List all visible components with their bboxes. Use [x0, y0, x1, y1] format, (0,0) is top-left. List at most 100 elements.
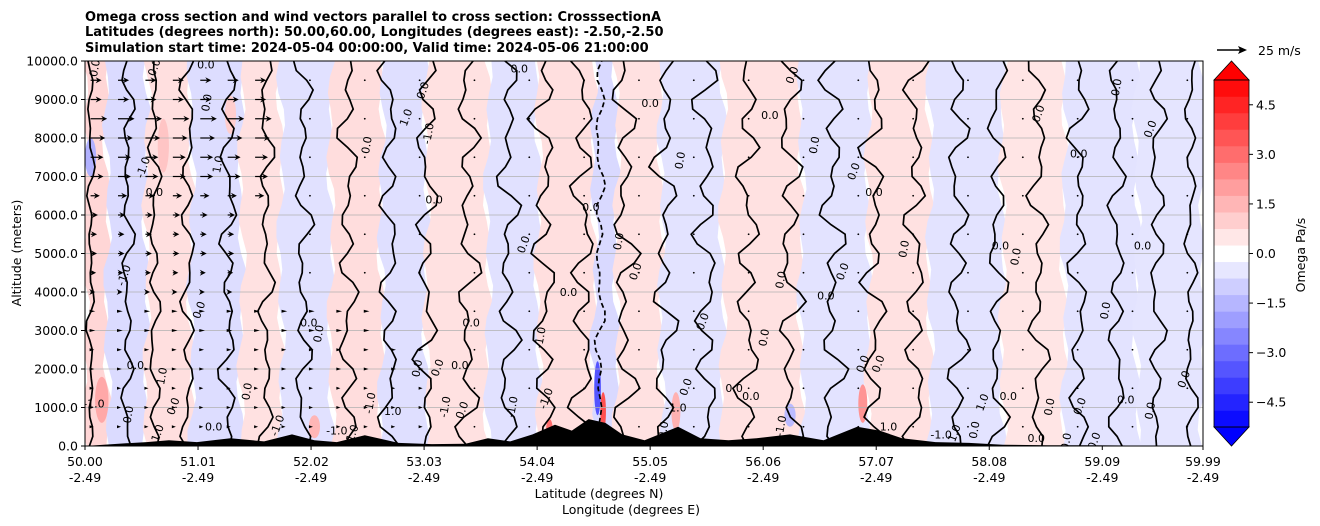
wind-vector-head — [205, 77, 212, 84]
wind-vector-176 — [363, 117, 366, 120]
contour-line-3 — [178, 61, 196, 446]
contour-label-77: 0.0 — [1028, 432, 1046, 445]
colorbar-segment-0 — [1214, 410, 1249, 428]
wind-vector-14 — [90, 154, 104, 161]
wind-vector-head — [101, 115, 108, 122]
wind-vector-118 — [199, 367, 205, 371]
x-tick-label-lon-3: -2.49 — [408, 470, 440, 485]
wind-vector-276 — [967, 348, 969, 351]
wind-vector-36 — [118, 96, 130, 103]
wind-vector-151 — [391, 406, 396, 409]
wind-vector-219 — [638, 233, 640, 236]
wind-vector-291 — [1021, 156, 1024, 159]
contour-line-21 — [856, 61, 888, 446]
wind-vector-head — [144, 329, 151, 332]
wind-vector-88 — [336, 309, 343, 313]
contour-label-18: 0.0 — [239, 382, 255, 401]
wind-vector-121 — [281, 367, 287, 371]
x-tick-label-lat-1: 51.01 — [180, 454, 216, 469]
wind-vector-295 — [1076, 387, 1079, 390]
wind-vector-63 — [145, 250, 152, 257]
wind-vector-head — [124, 154, 131, 161]
wind-vector-264 — [912, 425, 915, 428]
contour-label-6: 1.0 — [210, 155, 226, 174]
wind-vector-134 — [281, 386, 286, 390]
wind-vector-312 — [1131, 117, 1134, 120]
wind-vector-head — [336, 348, 342, 352]
wind-vector-303 — [1076, 79, 1079, 82]
wind-vector-184 — [473, 425, 476, 428]
wind-vector-155 — [144, 425, 149, 429]
wind-vector-168 — [309, 194, 311, 197]
contour-label-61: 1.0 — [946, 423, 964, 444]
wind-vector-head — [391, 406, 396, 409]
wind-vector-156 — [171, 425, 176, 429]
wind-vector-289 — [1021, 233, 1024, 236]
wind-vector-head — [144, 386, 149, 390]
contour-label-83: 0.0 — [742, 390, 760, 403]
wind-vector-251 — [802, 156, 805, 159]
wind-vector-246 — [802, 348, 805, 351]
y-tick-label-8: 8000.0 — [34, 131, 78, 146]
wind-vector-107 — [254, 348, 259, 352]
wind-vector-269 — [912, 233, 915, 236]
contour-label-65: 0.0 — [1070, 147, 1088, 160]
wind-vector-308 — [1131, 271, 1134, 274]
wind-vector-203 — [528, 79, 531, 82]
wind-vector-97 — [281, 329, 288, 332]
wind-vector-head — [418, 348, 424, 352]
contour-label-63: 0.0 — [1008, 247, 1024, 266]
wind-vector-head — [144, 367, 150, 371]
wind-vector-head — [228, 250, 235, 257]
wind-vector-head — [363, 348, 369, 352]
contour-label-58: 0.0 — [869, 354, 887, 375]
wind-vector-187 — [473, 310, 476, 313]
wind-vector-310 — [1131, 194, 1134, 197]
contour-label-30: 0.0 — [359, 135, 375, 154]
wind-vector-head — [201, 212, 208, 218]
wind-vector-194 — [528, 425, 531, 428]
x-tick-label-lat-9: 59.09 — [1084, 454, 1120, 469]
wind-vector-179 — [418, 233, 421, 236]
wind-vector-head — [263, 135, 270, 141]
wind-vector-2 — [145, 115, 162, 122]
wind-vector-head — [200, 250, 207, 257]
contour-label-23: 1.0 — [384, 405, 402, 418]
contour-label-73: 0.0 — [1071, 396, 1089, 417]
wind-vector-286 — [1021, 348, 1024, 351]
contour-label-54: 0.0 — [773, 270, 789, 289]
wind-vector-head — [128, 115, 135, 122]
wind-vector-105 — [199, 348, 205, 352]
contour-label-1: 0.0 — [145, 57, 163, 78]
wind-vector-311 — [1131, 156, 1134, 159]
contour-label-64: 0.0 — [1029, 103, 1047, 124]
wind-vector-head — [144, 348, 150, 352]
contour-label-49: 0.0 — [783, 65, 801, 86]
wind-vector-32 — [200, 77, 212, 84]
wind-vector-125 — [391, 367, 396, 371]
wind-vector-64 — [172, 250, 180, 257]
wind-vector-248 — [802, 271, 805, 274]
wind-vector-35 — [90, 96, 102, 103]
wind-vector-223 — [638, 79, 640, 82]
contour-label-47: -1.0 — [665, 401, 686, 414]
x-tick-label-lon-9: -2.49 — [1086, 470, 1118, 485]
wind-vector-278 — [967, 271, 969, 274]
wind-vector-116 — [144, 367, 150, 371]
contour-label-20: -1.0 — [326, 424, 347, 437]
wind-vector-head — [210, 115, 217, 122]
chart-title-line-3: Simulation start time: 2024-05-04 00:00:… — [85, 41, 649, 56]
wind-vector-head — [152, 154, 159, 161]
wind-vector-182 — [418, 117, 421, 120]
wind-vector-188 — [473, 271, 476, 274]
wind-vector-322 — [1186, 117, 1189, 120]
wind-vector-head — [203, 192, 210, 199]
wind-vector-146 — [254, 406, 259, 409]
wind-vector-135 — [308, 386, 313, 390]
wind-vector-head — [90, 269, 97, 276]
wind-vector-head — [171, 289, 178, 295]
wind-vector-head — [95, 77, 102, 84]
wind-vector-5 — [227, 115, 245, 122]
colorbar-tick-label-0: −4.5 — [1256, 395, 1286, 410]
